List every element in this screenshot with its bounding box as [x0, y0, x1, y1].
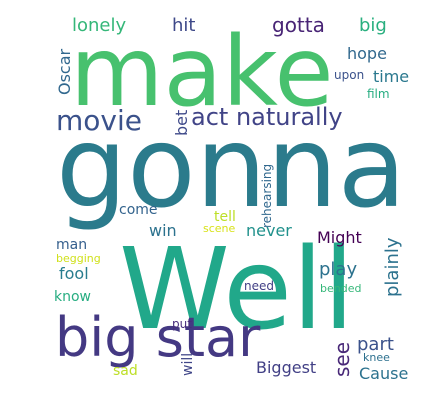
word-bended: bended	[320, 282, 361, 295]
word-play: play	[319, 259, 357, 280]
word-make: make	[70, 16, 334, 128]
word-big-small: big	[359, 15, 387, 36]
word-come: come	[119, 202, 158, 218]
word-gotta: gotta	[272, 13, 325, 37]
word-know: know	[54, 289, 91, 305]
word-oscar: Oscar	[55, 48, 74, 95]
word-will: will	[180, 353, 196, 376]
word-bet: bet	[172, 110, 191, 136]
word-big-star: big star	[55, 306, 261, 369]
word-need: need	[244, 279, 274, 293]
word-hit: hit	[172, 15, 195, 36]
word-knee: knee	[363, 351, 390, 364]
word-might: Might	[317, 228, 362, 247]
word-fool: fool	[59, 264, 89, 283]
word-see: see	[330, 342, 354, 377]
word-upon: upon	[334, 68, 364, 82]
word-sad: sad	[113, 363, 138, 379]
word-man: man	[56, 237, 87, 253]
word-begging: begging	[56, 252, 101, 265]
word-rehearsing: rehearsing	[260, 164, 274, 228]
word-act-naturally: act naturally	[191, 103, 343, 131]
word-put: put	[172, 317, 192, 331]
word-movie: movie	[56, 104, 142, 137]
word-biggest: Biggest	[256, 358, 316, 377]
word-scene: scene	[203, 222, 236, 235]
word-plainly: plainly	[382, 237, 403, 297]
word-hope: hope	[347, 44, 387, 63]
word-film: film	[367, 87, 390, 101]
word-tell: tell	[214, 209, 236, 225]
word-time: time	[373, 67, 409, 86]
word-part: part	[357, 334, 394, 355]
word-never: never	[246, 221, 292, 240]
word-cause: Cause	[359, 364, 408, 383]
word-well: Well	[119, 225, 354, 355]
word-win: win	[149, 221, 177, 240]
word-gonna: gonna	[56, 103, 406, 233]
word-lonely: lonely	[72, 15, 126, 36]
